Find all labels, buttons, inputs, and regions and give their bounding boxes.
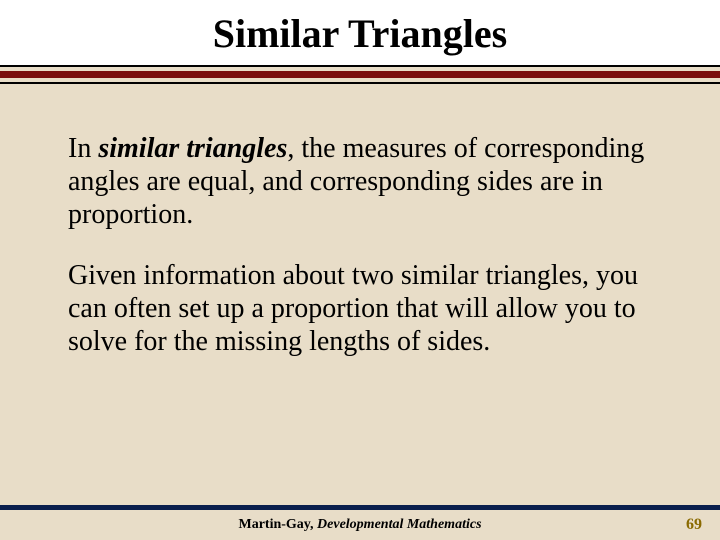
slide-title: Similar Triangles <box>0 10 720 57</box>
para1-emphasis: similar triangles <box>98 133 287 164</box>
paragraph-1: In similar triangles, the measures of co… <box>68 132 660 231</box>
footer-book-title: Developmental Mathematics <box>317 517 481 532</box>
page-number: 69 <box>686 516 702 534</box>
footer-author: Martin-Gay, <box>238 517 317 532</box>
para1-prefix: In <box>68 133 98 164</box>
paragraph-2: Given information about two similar tria… <box>68 259 660 358</box>
content-region: In similar triangles, the measures of co… <box>0 84 720 540</box>
slide-container: Similar Triangles In similar triangles, … <box>0 0 720 540</box>
footer: Martin-Gay, Developmental Mathematics 69 <box>0 510 720 540</box>
title-divider <box>0 65 720 84</box>
title-region: Similar Triangles <box>0 0 720 65</box>
divider-thick <box>0 71 720 78</box>
footer-citation: Martin-Gay, Developmental Mathematics <box>0 517 720 533</box>
divider-thin-top <box>0 65 720 67</box>
